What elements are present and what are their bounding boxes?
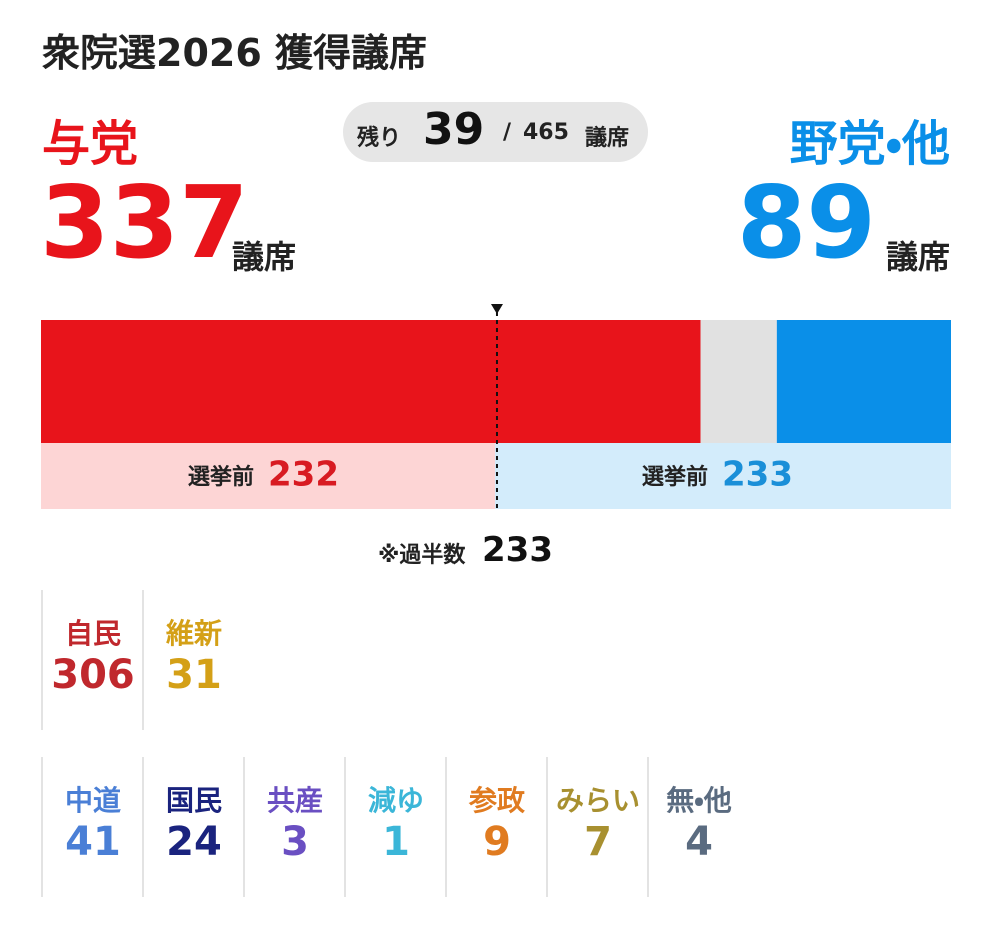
party-seats: 7: [584, 819, 612, 865]
party-seats: 3: [281, 819, 309, 865]
before-seats: 233: [722, 455, 793, 495]
party-cell: 減ゆ 1: [344, 757, 446, 897]
party-cell: 共産 3: [243, 757, 345, 897]
party-name: 減ゆ: [367, 784, 424, 817]
ruling-before-bar: [41, 443, 496, 509]
party-name: 国民: [165, 784, 222, 817]
party-seats: 306: [51, 652, 135, 698]
remaining-pill: 残り 39 / 465 議席: [343, 102, 648, 162]
party-name: 参政: [468, 784, 525, 817]
before-label: 選挙前: [642, 464, 708, 490]
majority-label: ※過半数: [378, 543, 466, 568]
party-cell: 中道 41: [41, 757, 143, 897]
party-cell: 国民 24: [142, 757, 244, 897]
party-seats: 31: [166, 652, 222, 698]
opposition-bar: [776, 320, 951, 443]
party-name: 共産: [266, 784, 323, 817]
majority-marker: [490, 304, 503, 314]
majority-seats: 233: [482, 530, 553, 570]
party-name: 自民: [64, 617, 121, 650]
before-seats: 232: [268, 455, 339, 495]
party-seats: 4: [685, 819, 713, 865]
ruling-name: 与党: [42, 116, 139, 172]
ruling-bar: [41, 320, 701, 443]
party-name: 維新: [165, 617, 222, 650]
opposition-name: 野党・他: [789, 116, 950, 172]
before-label: 選挙前: [188, 464, 254, 490]
remaining-separator: /: [503, 120, 512, 145]
total-seats: 465: [523, 120, 569, 145]
title: 衆院選2026 獲得議席: [42, 31, 427, 75]
party-seats: 24: [166, 819, 222, 865]
remaining-seats: 39: [423, 104, 485, 155]
opposition-before-bar: [495, 443, 951, 509]
opposition-seats: 89: [736, 164, 876, 281]
party-cell: 自民 306: [41, 590, 143, 730]
party-seats: 41: [65, 819, 121, 865]
party-name: 無・他: [666, 784, 732, 817]
party-cell: 参政 9: [445, 757, 547, 897]
remaining-bar: [700, 320, 777, 443]
seat-bar: 選挙前 232 選挙前 233: [41, 304, 951, 509]
party-seats: 9: [483, 819, 511, 865]
party-cell: 維新 31: [142, 590, 244, 730]
total-unit: 議席: [585, 126, 630, 151]
party-cell: 無・他 4: [647, 757, 749, 897]
party-name: 中道: [64, 784, 121, 817]
party-seats: 1: [382, 819, 410, 865]
party-name: みらい: [555, 784, 640, 817]
opposition-unit: 議席: [885, 238, 950, 276]
remaining-label: 残り: [357, 126, 402, 151]
ruling-unit: 議席: [232, 238, 297, 276]
party-cell: みらい 7: [546, 757, 648, 897]
ruling-seats: 337: [40, 164, 249, 281]
